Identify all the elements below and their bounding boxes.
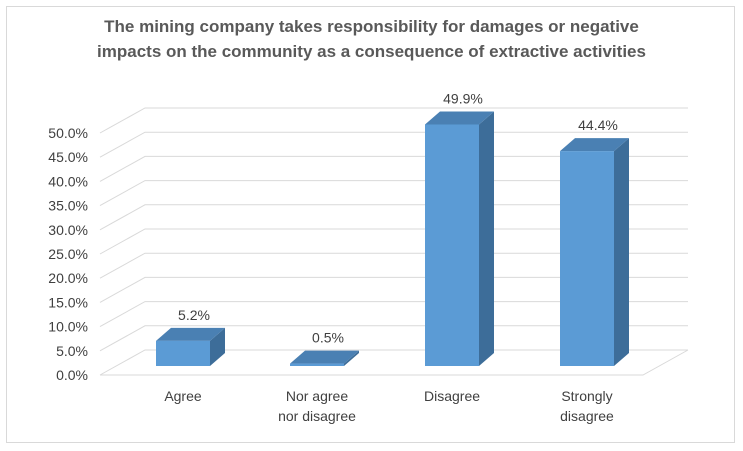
gridline bbox=[99, 107, 688, 134]
category-label: Strongly bbox=[561, 388, 612, 404]
y-tick-label: 35.0% bbox=[48, 198, 88, 214]
bar bbox=[290, 350, 359, 366]
data-label: 49.9% bbox=[443, 90, 483, 106]
y-tick-label: 45.0% bbox=[48, 149, 88, 165]
gridline bbox=[99, 349, 688, 376]
gridline bbox=[99, 325, 688, 352]
y-tick-label: 5.0% bbox=[56, 343, 88, 359]
bar-top-face bbox=[560, 138, 629, 152]
gridline bbox=[99, 228, 688, 255]
data-labels: 5.2% 0.5% 49.9% 44.4% bbox=[178, 90, 618, 345]
y-tick-label: 30.0% bbox=[48, 222, 88, 238]
bar-side-face bbox=[614, 138, 629, 366]
bar bbox=[156, 327, 225, 366]
bar-side-face bbox=[344, 350, 359, 366]
y-tick-label: 25.0% bbox=[48, 246, 88, 262]
category-label: disagree bbox=[560, 408, 614, 424]
gridline bbox=[99, 180, 688, 207]
bar-top-face bbox=[290, 350, 359, 364]
category-label: Nor agree bbox=[286, 388, 348, 404]
y-tick-label: 10.0% bbox=[48, 319, 88, 335]
bar-front-face bbox=[290, 363, 344, 366]
gridline bbox=[99, 301, 688, 328]
y-tick-label: 0.0% bbox=[56, 367, 88, 383]
bar-front-face bbox=[425, 124, 479, 366]
gridline bbox=[99, 252, 688, 279]
y-axis-ticks: 0.0% 5.0% 10.0% 15.0% 20.0% 25.0% 30.0% 35.0% 40… bbox=[48, 125, 88, 383]
bar-front-face bbox=[156, 340, 210, 366]
bar bbox=[560, 138, 629, 366]
chart-title-line-1: The mining company takes responsibility … bbox=[104, 17, 639, 36]
y-tick-label: 15.0% bbox=[48, 294, 88, 310]
bar-front-face bbox=[560, 151, 614, 366]
floor-edge bbox=[100, 349, 689, 376]
gridline bbox=[99, 155, 688, 182]
bars bbox=[156, 111, 629, 366]
gridline bbox=[99, 204, 688, 231]
data-label: 44.4% bbox=[578, 117, 618, 133]
gridline bbox=[99, 276, 688, 303]
y-tick-label: 40.0% bbox=[48, 173, 88, 189]
chart-title-line-2: impacts on the community as a consequenc… bbox=[97, 42, 646, 61]
chart-title: The mining company takes responsibility … bbox=[0, 14, 743, 64]
category-label: Disagree bbox=[424, 388, 480, 404]
y-tick-label: 20.0% bbox=[48, 270, 88, 286]
bar-side-face bbox=[479, 111, 494, 366]
category-label: nor disagree bbox=[278, 408, 356, 424]
gridlines bbox=[99, 107, 689, 376]
category-labels: Agree Nor agree nor disagree Disagree Strong… bbox=[164, 388, 614, 424]
bar-top-face bbox=[425, 111, 494, 125]
y-tick-label: 50.0% bbox=[48, 125, 88, 141]
bar-top-face bbox=[156, 327, 225, 341]
bar bbox=[425, 111, 494, 366]
data-label: 5.2% bbox=[178, 307, 210, 323]
data-label: 0.5% bbox=[312, 330, 344, 346]
gridline bbox=[99, 131, 688, 158]
category-label: Agree bbox=[164, 388, 202, 404]
bar-side-face bbox=[210, 327, 225, 366]
